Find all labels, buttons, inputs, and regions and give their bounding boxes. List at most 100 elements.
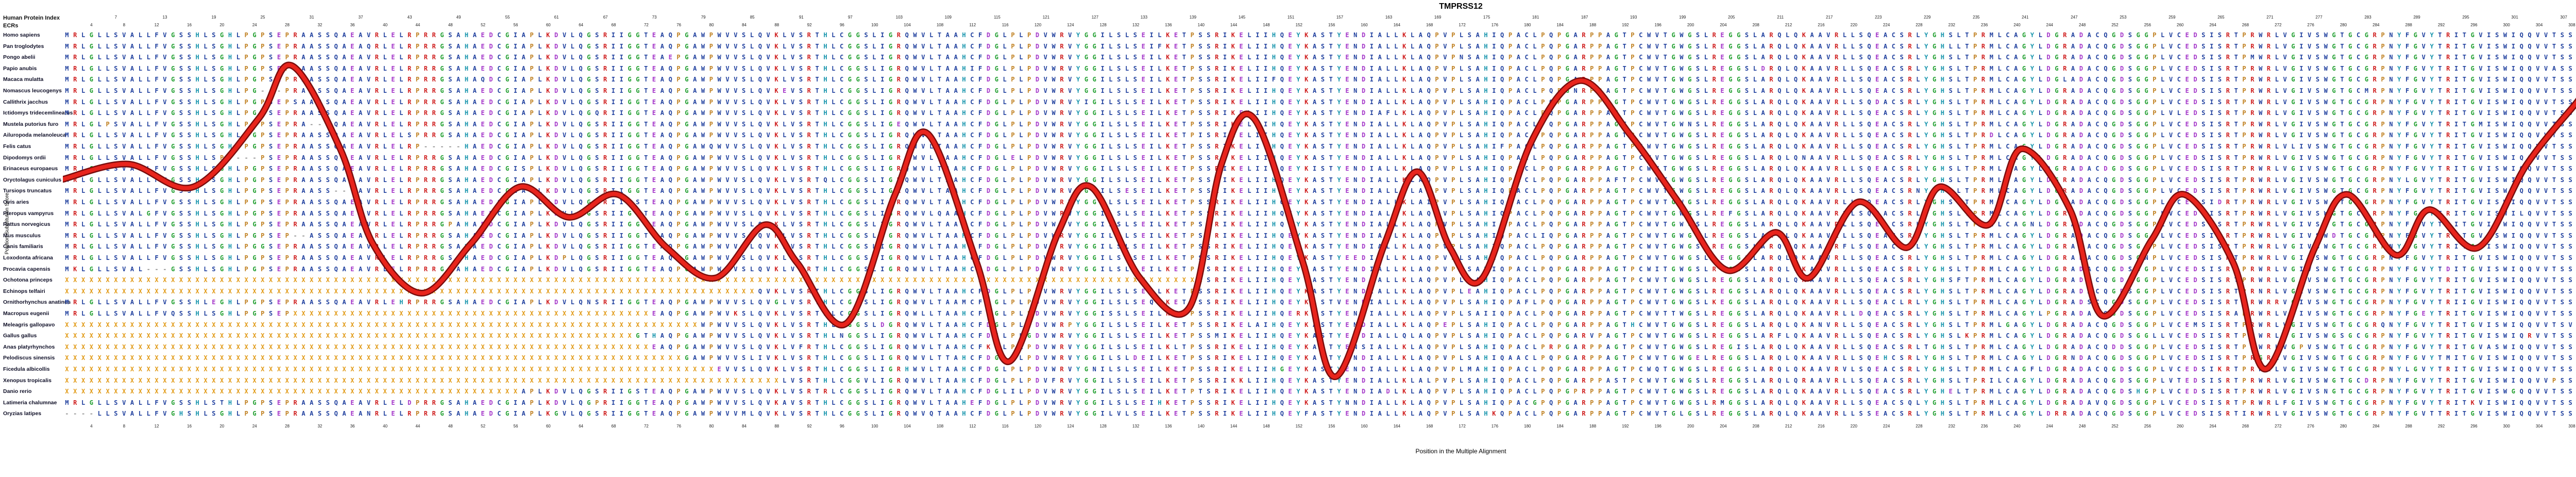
- species-label: Pteropus vampyrus: [3, 210, 54, 217]
- ruler-tick: 96: [839, 23, 844, 27]
- ruler-tick: 192: [1622, 424, 1629, 429]
- species-label: Homo sapiens: [3, 32, 40, 38]
- ecrs-label: ECRs: [3, 23, 19, 29]
- ruler-tick: 115: [994, 15, 1001, 20]
- ruler-tick: 172: [1459, 23, 1466, 27]
- ruler-tick: 208: [1752, 424, 1759, 429]
- ruler-tick: 169: [1434, 15, 1442, 20]
- ruler-tick: 24: [252, 23, 257, 27]
- ruler-tick: 253: [2120, 15, 2127, 20]
- ruler-tick: 133: [1140, 15, 1148, 20]
- ruler-tick: 200: [1687, 424, 1694, 429]
- ruler-tick: 244: [2046, 23, 2053, 27]
- ruler-tick: 163: [1385, 15, 1393, 20]
- ruler-tick: 224: [1883, 424, 1890, 429]
- ruler-tick: 132: [1132, 424, 1140, 429]
- ruler-tick: 232: [1948, 23, 1955, 27]
- ruler-tick: 44: [415, 424, 420, 429]
- species-label: Felis catus: [3, 143, 31, 150]
- ruler-tick: 92: [807, 23, 812, 27]
- ruler-tick: 140: [1197, 23, 1205, 27]
- ruler-tick: 168: [1426, 424, 1433, 429]
- ruler-tick: 128: [1099, 23, 1107, 27]
- ruler-tick: 220: [1850, 424, 1857, 429]
- ruler-tick: 64: [579, 424, 584, 429]
- ruler-tick: 176: [1491, 424, 1499, 429]
- ruler-tick: 76: [676, 23, 682, 27]
- ruler-tick: 224: [1883, 23, 1890, 27]
- species-label: Rattus norvegicus: [3, 221, 50, 228]
- ruler-tick: 88: [774, 424, 779, 429]
- ruler-tick: 100: [871, 23, 878, 27]
- ruler-tick: 248: [2079, 424, 2086, 429]
- ruler-tick: 36: [350, 424, 355, 429]
- ruler-tick: 280: [2340, 424, 2347, 429]
- ruler-tick: 76: [676, 424, 682, 429]
- ruler-tick: 196: [1654, 23, 1662, 27]
- species-label: Echinops telfairi: [3, 288, 45, 294]
- ruler-tick: 268: [2242, 424, 2249, 429]
- ruler-tick: 112: [969, 424, 976, 429]
- ruler-alignment-top: 4 8 12 16 20 24 28 32 36 40 44 48 52 56 60 64 68 72 76 80 84…: [0, 23, 2576, 29]
- species-label: Procavia capensis: [3, 266, 50, 272]
- ruler-tick: 172: [1459, 424, 1466, 429]
- ruler-tick: 4: [90, 424, 93, 429]
- ruler-tick: 49: [456, 15, 461, 20]
- ruler-tick: 24: [252, 424, 257, 429]
- ruler-tick: 208: [1752, 23, 1759, 27]
- species-label: Macaca mulatta: [3, 76, 44, 83]
- ruler-tick: 36: [350, 23, 355, 27]
- ruler-tick: 12: [154, 424, 159, 429]
- ruler-tick: 277: [2315, 15, 2323, 20]
- ruler-tick: 108: [936, 23, 944, 27]
- ruler-tick: 248: [2079, 23, 2086, 27]
- ruler-tick: 292: [2437, 424, 2445, 429]
- ruler-tick: 84: [741, 23, 747, 27]
- ruler-tick: 52: [481, 424, 486, 429]
- species-label: Dipodomys ordii: [3, 154, 46, 161]
- ruler-tick: 68: [611, 23, 616, 27]
- ruler-tick: 228: [1916, 23, 1923, 27]
- ruler-tick: 116: [1002, 23, 1009, 27]
- species-label: Ailuropoda melanoleuca: [3, 132, 66, 139]
- human-protein-index-label: Human Protein Index: [3, 15, 60, 21]
- ruler-tick: 256: [2144, 23, 2151, 27]
- species-label: Tursiops truncatus: [3, 188, 52, 194]
- ruler-tick: 256: [2144, 424, 2151, 429]
- x-axis-label: Position in the Multiple Alignment: [1415, 448, 1506, 455]
- ruler-tick: 120: [1034, 23, 1042, 27]
- ruler-tick: 292: [2437, 23, 2445, 27]
- species-label: Ornithorhynchus anatinus: [3, 299, 71, 306]
- ruler-tick: 252: [2111, 424, 2119, 429]
- ruler-tick: 217: [1826, 15, 1833, 20]
- ruler-tick: 127: [1091, 15, 1099, 20]
- ruler-tick: 272: [2275, 23, 2282, 27]
- ruler-tick: 188: [1589, 23, 1597, 27]
- ruler-tick: 300: [2503, 23, 2510, 27]
- ruler-tick: 301: [2511, 15, 2518, 20]
- species-label: Pongo abelii: [3, 54, 36, 61]
- species-label: Loxodonta africana: [3, 255, 53, 261]
- species-label: Gallus gallus: [3, 333, 37, 339]
- ruler-tick: 40: [383, 23, 388, 27]
- ruler-tick: 128: [1099, 424, 1107, 429]
- ruler-tick: 204: [1720, 23, 1727, 27]
- ruler-tick: 73: [652, 15, 657, 20]
- ruler-tick: 268: [2242, 23, 2249, 27]
- ruler-tick: 40: [383, 424, 388, 429]
- ruler-tick: 31: [309, 15, 314, 20]
- ruler-tick: 25: [260, 15, 265, 20]
- ruler-tick: 140: [1197, 424, 1205, 429]
- ruler-tick: 144: [1230, 424, 1238, 429]
